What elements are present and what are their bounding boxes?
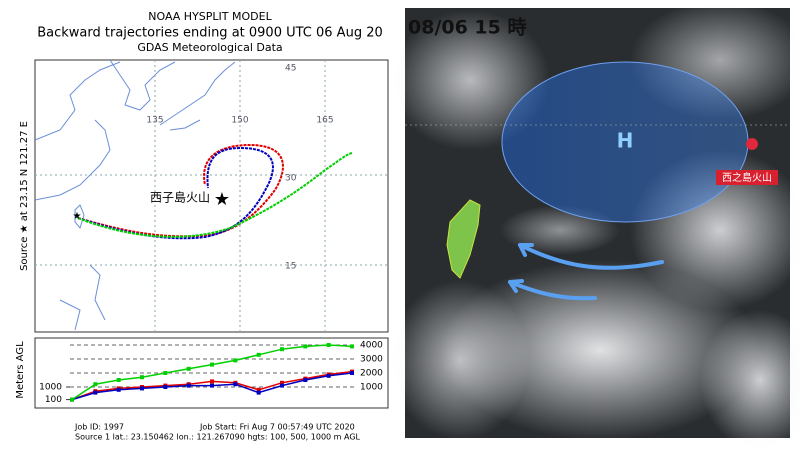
height-point [256, 352, 261, 357]
y-tick-label: 1000 [360, 383, 383, 393]
flow-arrows [508, 243, 664, 301]
y-axis-label: Meters AGL [15, 341, 26, 399]
height-point [93, 390, 98, 395]
y-tick-label: 100 [45, 395, 62, 405]
satellite-panel: H 西之島火山 08/06 15 時 [390, 0, 800, 450]
title: Backward trajectories ending at 0900 UTC… [37, 26, 383, 41]
height-point [280, 383, 284, 388]
footer-line: Source 1 lat.: 23.150462 lon.: 121.26709… [75, 433, 361, 442]
height-chart: 1000 2000 3000 4000 100 1000 [39, 341, 383, 406]
height-point [256, 387, 261, 392]
volcano-tag-bg [716, 170, 778, 185]
lon-label: 165 [316, 116, 333, 126]
title: NOAA HYSPLIT MODEL [148, 10, 272, 23]
volcano-tag: 西之島火山 [722, 171, 772, 184]
taiwan [446, 199, 481, 279]
source-star: ★ [73, 211, 82, 222]
height-point [70, 397, 74, 402]
height-point [280, 347, 284, 352]
height-point [163, 385, 168, 389]
height-point [210, 362, 214, 367]
graticule [35, 60, 388, 332]
height-point [256, 390, 261, 395]
volcano-star: ★ [214, 189, 230, 210]
map-frame [34, 59, 389, 333]
lat-label: 45 [285, 64, 296, 74]
height-point [186, 383, 191, 388]
trajectories [77, 143, 353, 240]
height-point [303, 378, 308, 382]
y-tick-label: 4000 [360, 341, 383, 351]
footer-line: Job ID: 1997 [74, 423, 124, 432]
height-point [303, 344, 308, 349]
coastlines [34, 59, 236, 331]
height-point [233, 382, 238, 387]
height-point [140, 375, 144, 380]
lat-label: 30 [285, 174, 297, 184]
height-point [186, 366, 191, 371]
lon-label: 135 [146, 116, 163, 126]
y-tick-label: 2000 [360, 369, 383, 379]
height-point [93, 382, 98, 387]
height-point [116, 387, 121, 392]
height-point [210, 383, 214, 388]
height-point [326, 343, 331, 347]
height-point [116, 378, 121, 382]
height-point [326, 373, 331, 378]
timestamp: 08/06 15 時 [408, 17, 527, 39]
height-point [350, 344, 354, 349]
volcano-label: 西子島火山 [150, 190, 210, 205]
y-tick-label: 3000 [360, 355, 383, 365]
height-point [140, 386, 144, 391]
height-point [350, 371, 354, 375]
height-point [280, 380, 284, 385]
volcano-pin [746, 138, 759, 162]
graticule-labels: 135 150 165 45 30 15 [146, 64, 333, 272]
title: GDAS Meteorological Data [137, 41, 282, 54]
footer-line: Job Start: Fri Aug 7 00:57:49 UTC 2020 [199, 423, 355, 432]
hysplit-panel: NOAA HYSPLIT MODEL Backward trajectories… [15, 10, 389, 442]
source-label: Source ★ at 23.15 N 121.27 E [19, 121, 30, 271]
height-point [163, 371, 168, 375]
height-point [210, 379, 214, 384]
high-label: H [617, 129, 634, 153]
footer: Job ID: 1997 Job Start: Fri Aug 7 00:57:… [74, 423, 361, 442]
height-point [233, 358, 238, 363]
lat-label: 15 [285, 262, 296, 272]
y-tick-label: 1000 [39, 383, 62, 393]
lon-label: 150 [231, 116, 248, 126]
